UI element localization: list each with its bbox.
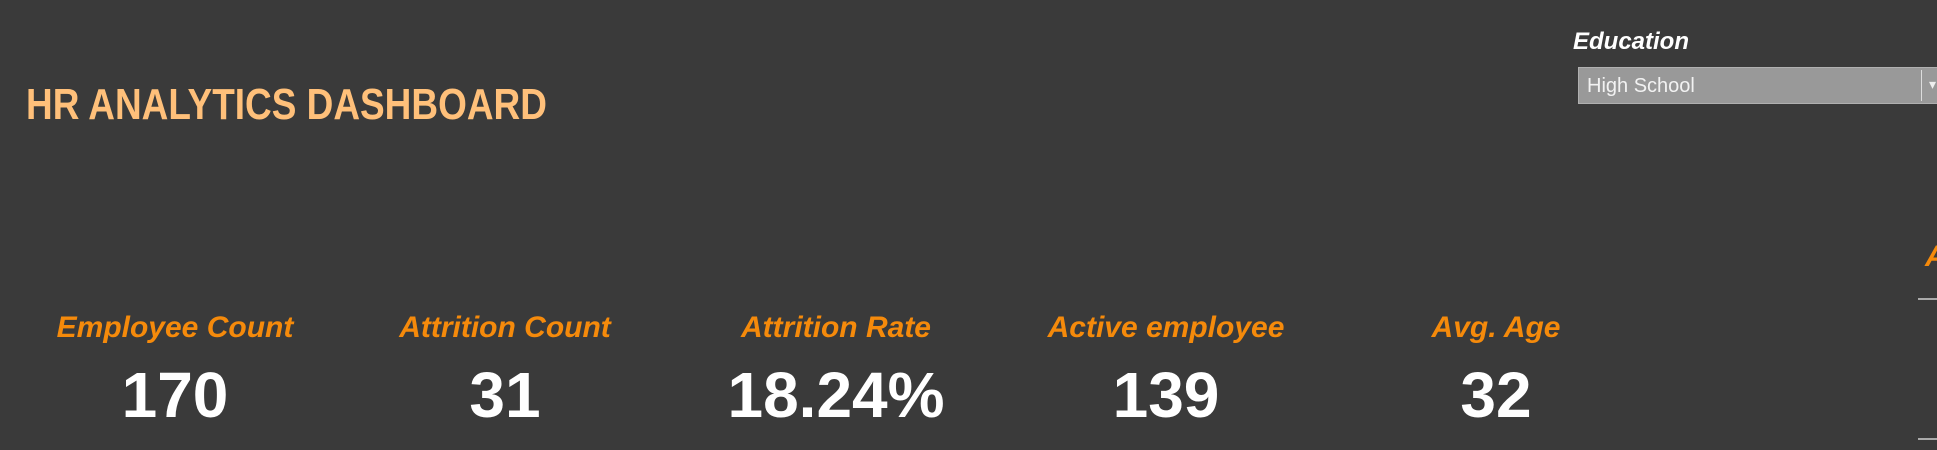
education-filter-label: Education [1573, 28, 1690, 55]
divider-line [1918, 298, 1937, 300]
chevron-down-icon[interactable]: ▾ [1929, 76, 1937, 92]
dropdown-divider [1921, 70, 1922, 101]
kpi-label: Employee Count [56, 311, 294, 344]
kpi-attrition-rate: Attrition Rate 18.24% [676, 308, 996, 430]
kpi-value: 170 [121, 359, 229, 431]
right-panel-title: A [1925, 240, 1937, 274]
kpi-active-employee: Active employee 139 [1006, 308, 1326, 430]
kpi-label: Active employee [1047, 311, 1285, 344]
kpi-value: 18.24% [727, 359, 945, 431]
education-selected-value: High School [1587, 75, 1695, 97]
kpi-value: 31 [469, 359, 541, 431]
kpi-attrition-count: Attrition Count 31 [345, 308, 665, 430]
education-dropdown[interactable]: High School ▾ [1578, 67, 1937, 104]
kpi-value: 139 [1112, 359, 1220, 431]
kpi-label: Avg. Age [1431, 311, 1561, 344]
kpi-label: Attrition Rate [741, 311, 931, 344]
kpi-employee-count: Employee Count 170 [15, 308, 335, 430]
page-title: HR ANALYTICS DASHBOARD [26, 80, 547, 129]
kpi-label: Attrition Count [399, 311, 611, 344]
divider-line [1918, 438, 1937, 440]
kpi-avg-age: Avg. Age 32 [1336, 308, 1656, 430]
kpi-value: 32 [1460, 359, 1532, 431]
